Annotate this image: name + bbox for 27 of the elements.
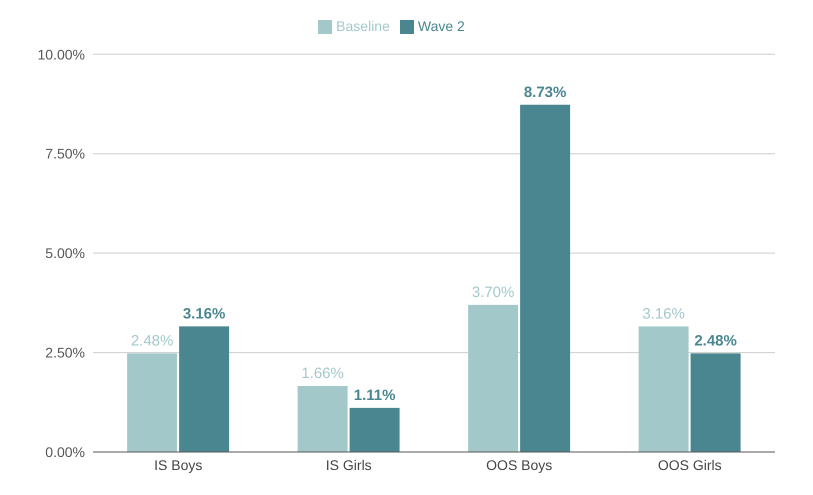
y-tick-label: 2.50%: [45, 344, 85, 361]
data-label: 3.70%: [472, 284, 514, 301]
y-tick-label: 7.50%: [45, 146, 85, 162]
data-label: 1.66%: [301, 364, 344, 382]
x-tick-label: IS Girls: [326, 456, 372, 473]
bar: [179, 326, 230, 452]
data-label: 2.48%: [694, 332, 737, 350]
data-label: 1.11%: [354, 386, 396, 404]
data-label: 2.48%: [130, 332, 174, 350]
data-label: 3.16%: [642, 305, 685, 322]
bar: [298, 386, 348, 452]
bar: [520, 104, 570, 452]
x-tick-label: IS Boys: [154, 456, 202, 473]
bar: [690, 353, 741, 452]
data-label: 8.73%: [524, 84, 566, 101]
bar: [468, 304, 518, 452]
y-tick-label: 5.00%: [45, 245, 85, 262]
legend-label: Baseline: [336, 18, 390, 34]
y-tick-label: 10.00%: [38, 46, 85, 62]
y-tick-label: 0.00%: [45, 444, 85, 460]
bar: [127, 353, 178, 452]
x-tick-label: OOS Boys: [486, 456, 552, 473]
bar: [350, 408, 400, 452]
data-label: 3.16%: [182, 305, 226, 322]
x-tick-label: OOS Girls: [658, 456, 722, 473]
legend-label: Wave 2: [418, 18, 465, 34]
bar: [638, 326, 689, 452]
